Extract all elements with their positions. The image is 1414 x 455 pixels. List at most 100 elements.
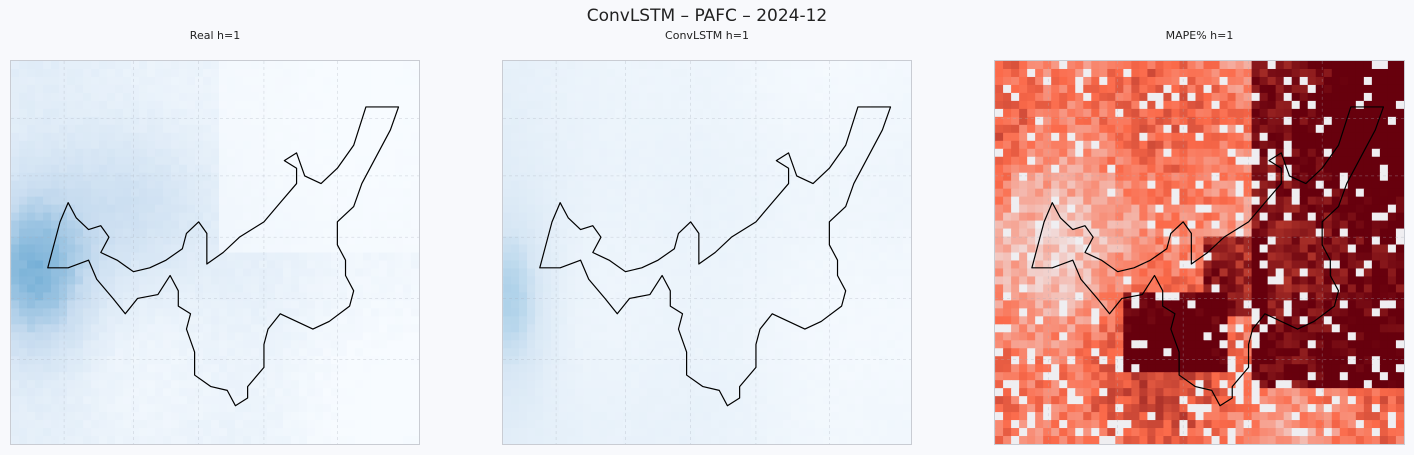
heatmap-cell (774, 252, 784, 262)
heatmap-cell (171, 228, 180, 238)
heatmap-cell (394, 84, 404, 94)
heatmap-cell (607, 61, 616, 70)
heatmap-cell (322, 84, 332, 94)
heatmap-cell (519, 172, 528, 182)
heatmap-cell (1035, 61, 1044, 70)
heatmap-cell (242, 412, 252, 421)
heatmap-cell (527, 228, 536, 238)
heatmap-cell (535, 268, 544, 278)
heatmap-cell (147, 292, 156, 301)
heatmap-cell (218, 300, 228, 309)
heatmap-cell (362, 108, 372, 118)
heatmap-cell (163, 84, 172, 94)
heatmap-cell (378, 340, 388, 349)
heatmap-cell (894, 340, 904, 349)
heatmap-cell (607, 164, 616, 174)
heatmap-cell (703, 220, 712, 230)
heatmap-cell (814, 188, 824, 198)
heatmap-cell (878, 172, 888, 182)
heatmap-cell (511, 372, 520, 381)
heatmap-cell (370, 436, 380, 444)
heatmap-cell (878, 380, 888, 389)
heatmap-cell (886, 212, 896, 222)
heatmap-cell (386, 308, 396, 317)
heatmap-cell (330, 76, 340, 86)
grid-lines (11, 61, 419, 444)
heatmap-cell (11, 252, 20, 262)
heatmap-cell (599, 324, 608, 333)
heatmap-cell (902, 84, 911, 94)
heatmap-cell (798, 148, 808, 158)
heatmap-cell (862, 188, 872, 198)
heatmap-cell (43, 61, 52, 70)
heatmap-cell (59, 396, 68, 405)
heatmap-cell (83, 172, 92, 182)
heatmap-cell (559, 180, 568, 190)
heatmap-cell (886, 412, 896, 421)
heatmap-cell (679, 236, 688, 246)
heatmap-cell (583, 356, 592, 365)
heatmap-cell (195, 116, 204, 126)
heatmap-cell (123, 228, 132, 238)
heatmap-cell (519, 372, 528, 381)
heatmap-cell (695, 108, 704, 118)
heatmap-cell (1307, 61, 1317, 70)
heatmap-cell (107, 396, 116, 405)
heatmap-cell (655, 220, 664, 230)
heatmap-cell (59, 308, 68, 317)
heatmap-cell (535, 372, 544, 381)
heatmap-cell (1371, 61, 1381, 70)
heatmap-cell (362, 348, 372, 357)
heatmap-cell (599, 188, 608, 198)
heatmap-cell (766, 76, 776, 86)
heatmap-cell (362, 268, 372, 278)
heatmap-cell (639, 252, 648, 262)
heatmap-cell (559, 132, 568, 142)
heatmap-cell (282, 68, 292, 78)
heatmap-cell (790, 116, 800, 126)
heatmap-cell (338, 220, 348, 230)
heatmap-cell (671, 276, 680, 286)
heatmap-cell (511, 412, 520, 421)
heatmap-cell (298, 188, 308, 198)
heatmap-cell (886, 204, 896, 214)
heatmap-cell (718, 268, 728, 278)
heatmap-cell (878, 348, 888, 357)
heatmap-cell (655, 332, 664, 341)
heatmap-cell (99, 388, 108, 397)
heatmap-cell (258, 436, 268, 444)
heatmap-cell (394, 372, 404, 381)
heatmap-cell (11, 244, 20, 254)
heatmap-cell (35, 356, 44, 365)
heatmap-cell (862, 132, 872, 142)
heatmap-cell (766, 380, 776, 389)
heatmap-cell (798, 116, 808, 126)
heatmap-cell (567, 132, 576, 142)
heatmap-cell (306, 404, 316, 413)
heatmap-cell (298, 284, 308, 293)
heatmap-cell (282, 380, 292, 389)
heatmap-cell (1019, 68, 1028, 78)
heatmap-cell (695, 68, 704, 78)
heatmap-cell (370, 372, 380, 381)
heatmap-cell (123, 196, 132, 206)
heatmap-cell (671, 436, 680, 444)
heatmap-cell (226, 100, 236, 110)
heatmap-cell (115, 292, 124, 301)
heatmap-cell (726, 340, 736, 349)
heatmap-cell (734, 412, 744, 421)
heatmap-cell (543, 276, 552, 286)
heatmap-cell (894, 324, 904, 333)
heatmap-cell (83, 340, 92, 349)
heatmap-cell (131, 116, 140, 126)
heatmap-cell (655, 396, 664, 405)
heatmap-cell (695, 92, 704, 102)
heatmap-cell (354, 308, 364, 317)
heatmap-cell (527, 108, 536, 118)
heatmap-cell (575, 428, 584, 437)
heatmap-cell (830, 300, 840, 309)
heatmap-cell (886, 388, 896, 397)
heatmap-cell (846, 292, 856, 301)
heatmap-cell (758, 68, 768, 78)
heatmap-cell (306, 420, 316, 429)
